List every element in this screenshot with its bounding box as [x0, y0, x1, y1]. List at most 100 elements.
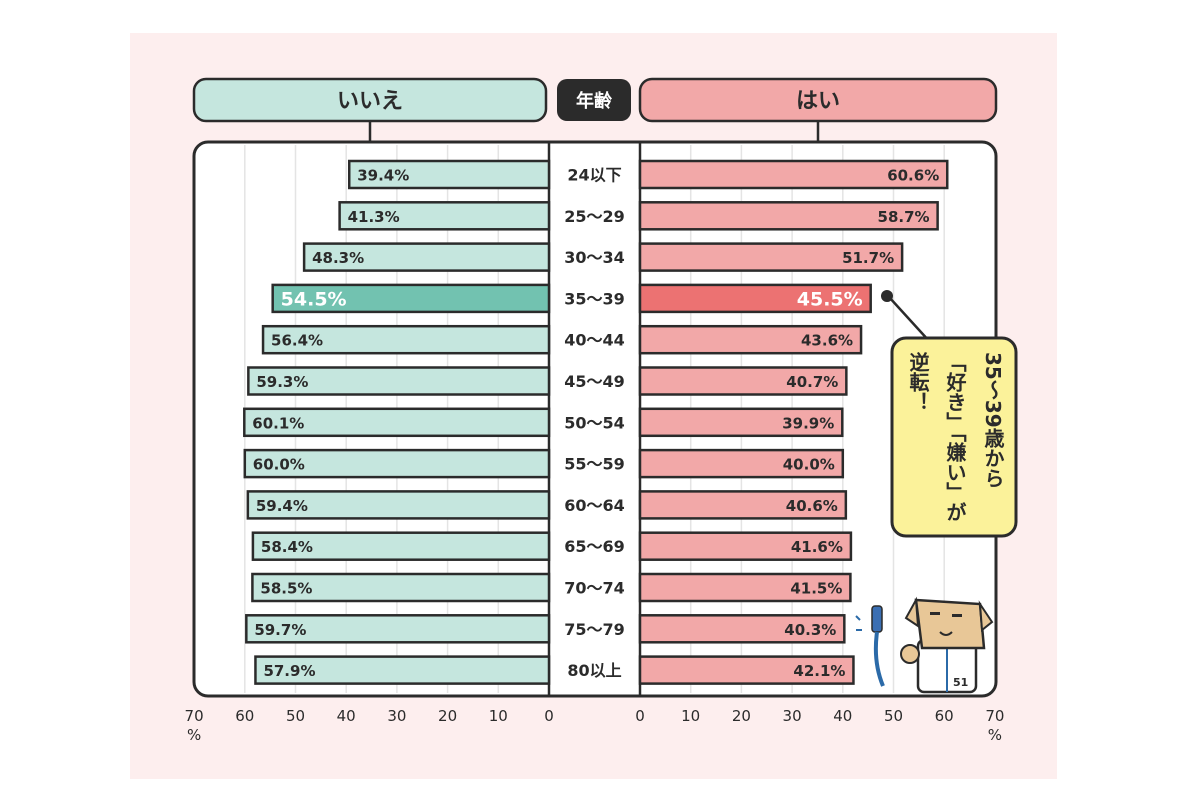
- annotation-box: [890, 336, 1018, 538]
- tick-left-5: 20: [438, 707, 457, 725]
- tick-left-3: 40: [337, 707, 356, 725]
- bar-yes-0: [638, 159, 949, 190]
- bar-yes-label-11: 40.3%: [784, 621, 836, 639]
- tick-right-3: 30: [783, 707, 802, 725]
- tick-right-4: 40: [833, 707, 852, 725]
- age-label-11: 75〜79: [564, 620, 625, 639]
- annotation-line-2: 逆転！: [906, 351, 930, 412]
- bar-yes-12: [638, 655, 855, 685]
- bar-yes-label-0: 60.6%: [887, 167, 939, 185]
- bar-no-0: [347, 159, 551, 190]
- bar-yes-6: [638, 407, 844, 438]
- tick-right-2: 20: [732, 707, 751, 725]
- tick-right-7: 70: [985, 707, 1004, 725]
- bar-no-label-0: 39.4%: [357, 167, 409, 185]
- bar-yes-label-12: 42.1%: [793, 662, 845, 680]
- bar-no-11: [245, 614, 551, 644]
- header-yes-label: はい: [796, 89, 840, 114]
- tick-left-1: 60: [235, 707, 254, 725]
- header-age-box: [557, 79, 631, 121]
- bar-no-10: [251, 572, 551, 603]
- tick-left-4: 30: [387, 707, 406, 725]
- unit-label-left: %: [187, 726, 201, 744]
- bar-no-label-10: 58.5%: [260, 580, 312, 598]
- bar-no-1: [338, 201, 551, 231]
- bar-no-label-8: 59.4%: [256, 497, 308, 515]
- bar-no-3: [271, 283, 551, 314]
- tick-right-5: 50: [884, 707, 903, 725]
- bar-no-label-11: 59.7%: [254, 621, 306, 639]
- bars-layer: 39.4% 60.6% 41.3% 58.7% 48.3% 51.7% 54.5% 45.5%…: [243, 159, 949, 685]
- bar-yes-label-1: 58.7%: [878, 208, 930, 226]
- bar-no-7: [243, 448, 551, 479]
- bar-no-9: [251, 531, 551, 561]
- header-age-label: 年齢: [576, 90, 613, 112]
- header-no-label: いいえ: [337, 89, 403, 114]
- bar-no-label-2: 48.3%: [312, 249, 364, 267]
- bar-yes-9: [638, 531, 853, 561]
- bar-yes-11: [638, 614, 846, 644]
- bar-yes-10: [638, 572, 852, 603]
- age-label-0: 24以下: [567, 166, 621, 185]
- bar-no-label-12: 57.9%: [263, 662, 315, 680]
- tick-right-6: 60: [935, 707, 954, 725]
- age-label-3: 35〜39: [564, 289, 625, 308]
- bar-yes-7: [638, 448, 845, 479]
- age-label-9: 65〜69: [564, 537, 625, 556]
- svg-text:51: 51: [953, 676, 968, 689]
- bar-yes-2: [638, 242, 904, 272]
- bar-yes-label-5: 40.7%: [786, 373, 838, 391]
- mascot-character-icon: 51: [855, 596, 994, 694]
- tick-left-7: 0: [544, 707, 554, 725]
- bar-yes-label-8: 40.6%: [786, 497, 838, 515]
- age-label-2: 30〜34: [564, 248, 625, 267]
- age-label-7: 55〜59: [564, 455, 625, 474]
- bar-yes-3: [638, 283, 872, 314]
- bar-no-label-4: 56.4%: [271, 332, 323, 350]
- bar-no-4: [261, 324, 551, 355]
- bar-no-label-1: 41.3%: [348, 208, 400, 226]
- tick-right-1: 10: [681, 707, 700, 725]
- bar-no-8: [246, 490, 551, 520]
- bar-yes-1: [638, 201, 939, 231]
- tick-left-0: 70: [185, 707, 204, 725]
- age-label-5: 45〜49: [564, 372, 625, 391]
- bar-yes-label-10: 41.5%: [790, 580, 842, 598]
- bar-yes-label-3: 45.5%: [797, 288, 863, 310]
- age-label-12: 80以上: [567, 661, 621, 680]
- bar-yes-label-2: 51.7%: [842, 249, 894, 267]
- unit-label-right: %: [988, 726, 1002, 744]
- tick-labels-layer: 70 60 50 40 30 20 10 0 0 10 20 30 40 50 60 70%%: [185, 707, 1005, 744]
- bar-no-label-7: 60.0%: [253, 456, 305, 474]
- bar-yes-label-7: 40.0%: [783, 456, 835, 474]
- bar-yes-label-9: 41.6%: [791, 538, 843, 556]
- tick-right-0: 0: [635, 707, 645, 725]
- bar-yes-label-6: 39.9%: [782, 414, 834, 432]
- annotation-text: 35〜39歳から「好き」「嫌い」が逆転！: [906, 351, 1005, 522]
- bar-no-5: [247, 366, 551, 396]
- bar-no-label-9: 58.4%: [261, 538, 313, 556]
- annotation-line-1: 「好き」「嫌い」が: [943, 352, 967, 522]
- age-label-1: 25〜29: [564, 207, 625, 226]
- tick-left-2: 50: [286, 707, 305, 725]
- age-label-10: 70〜74: [564, 579, 625, 598]
- annotation-pointer-line: [888, 296, 931, 343]
- bar-no-12: [254, 655, 551, 685]
- age-label-4: 40〜44: [564, 331, 625, 350]
- bar-yes-label-4: 43.6%: [801, 332, 853, 350]
- bar-yes-5: [638, 366, 848, 396]
- tick-left-6: 10: [489, 707, 508, 725]
- age-label-6: 50〜54: [564, 413, 625, 432]
- bar-no-2: [302, 242, 551, 272]
- bar-no-6: [243, 407, 551, 438]
- age-labels-layer: 24以下 25〜29 30〜34 35〜39 40〜44 45〜49 50〜54 55〜59 6…: [564, 166, 625, 681]
- bar-yes-4: [638, 324, 863, 355]
- annotation-line-0: 35〜39歳から: [981, 352, 1005, 488]
- bar-yes-8: [638, 490, 848, 520]
- bar-no-label-5: 59.3%: [256, 373, 308, 391]
- bar-no-label-3: 54.5%: [281, 288, 347, 310]
- age-label-8: 60〜64: [564, 496, 625, 515]
- annotation-pointer-dot: [881, 290, 893, 302]
